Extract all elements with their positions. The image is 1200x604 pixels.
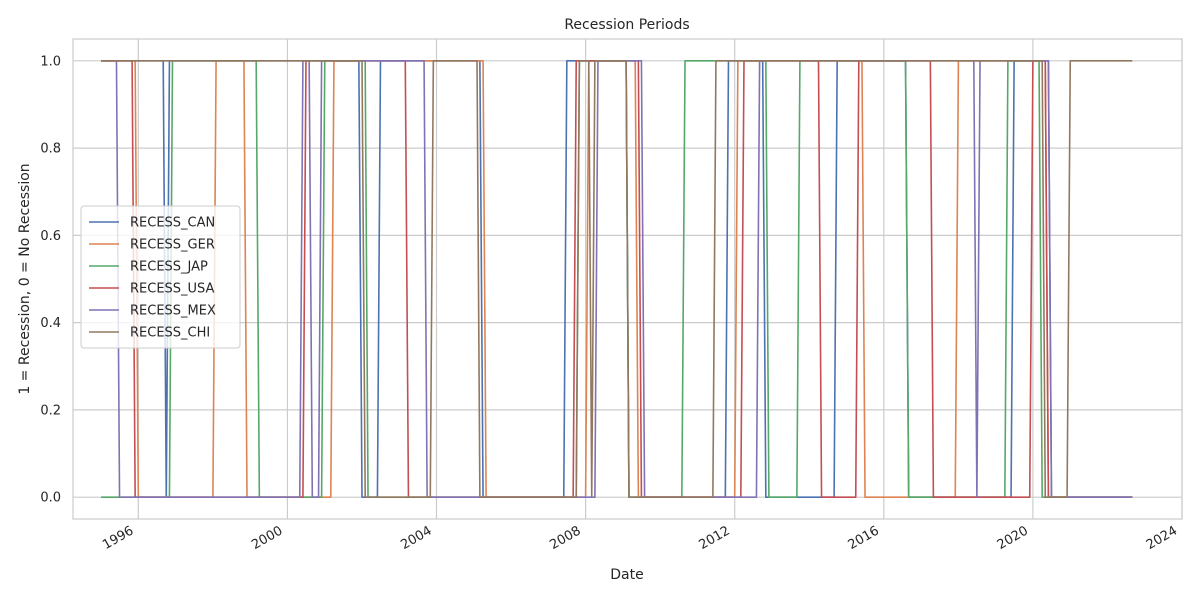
- y-tick-label: 0.0: [40, 491, 61, 506]
- chart-title: Recession Periods: [564, 17, 689, 33]
- legend-label: RECESS_GER: [130, 238, 215, 253]
- legend-label: RECESS_MEX: [130, 304, 216, 319]
- y-tick-label: 0.4: [40, 316, 61, 331]
- y-tick-label: 0.6: [40, 229, 61, 244]
- legend: RECESS_CAN RECESS_GER RECESS_JAP RECESS_USA…: [80, 205, 241, 349]
- legend-label: RECESS_USA: [130, 282, 215, 297]
- legend-label: RECESS_CAN: [130, 216, 215, 231]
- series-lines: [101, 60, 1133, 498]
- series-line-recess-usa: [101, 60, 1133, 498]
- y-tick-label: 0.2: [40, 403, 61, 418]
- series-line-recess-ger: [101, 60, 1133, 498]
- series-line-recess-chi: [101, 60, 1133, 498]
- legend-box: [80, 205, 241, 349]
- y-axis-ticks: 0.0 0.2 0.4 0.6 0.8 1.0: [40, 54, 61, 505]
- legend-label: RECESS_JAP: [130, 260, 208, 275]
- plot-frame: [72, 38, 1183, 520]
- y-tick-label: 0.8: [40, 142, 61, 157]
- legend-label: RECESS_CHI: [130, 326, 210, 341]
- y-tick-label: 1.0: [40, 54, 61, 69]
- series-line-recess-mex: [101, 60, 1133, 498]
- x-axis-title: Date: [610, 567, 643, 583]
- y-axis-title: 1 = Recession, 0 = No Recession: [17, 163, 33, 394]
